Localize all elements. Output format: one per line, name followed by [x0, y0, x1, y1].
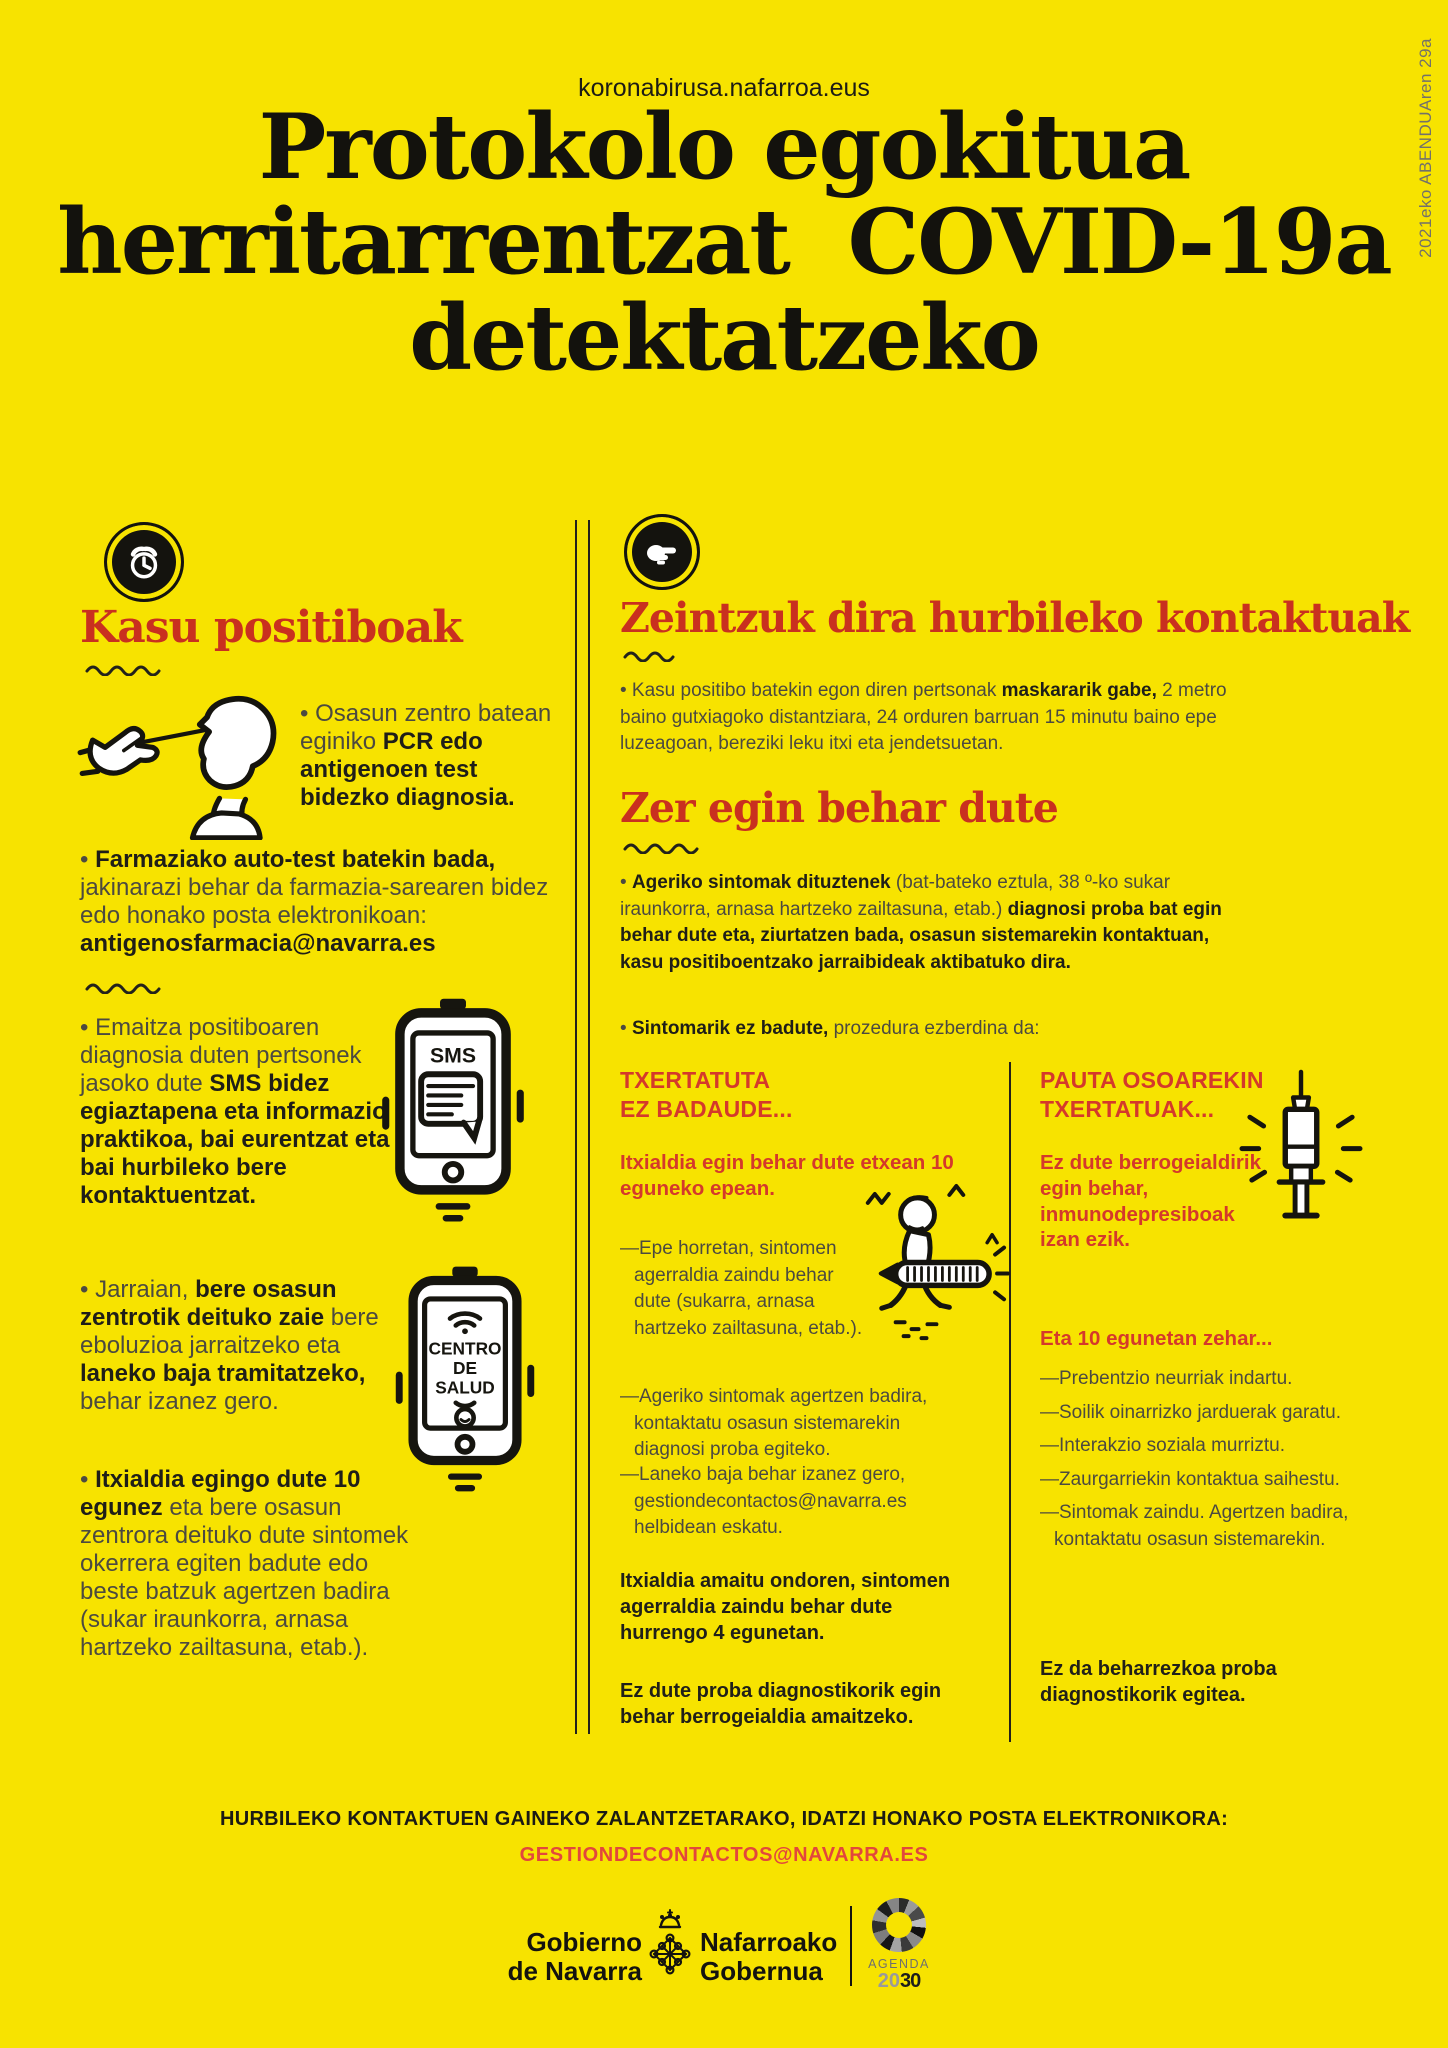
health-center-label-3: SALUD — [435, 1378, 495, 1398]
vaccinated-heading: PAUTA OSOAREKIN TXERTATUAK... — [1040, 1067, 1264, 1122]
syringe-illustration — [1239, 1069, 1363, 1219]
svg-text:CENTRO: CENTRO — [428, 1338, 501, 1358]
squiggle-divider — [85, 665, 161, 676]
vaccinated-items: —Prebentzio neurriak indartu. —Soilik oi… — [1040, 1366, 1378, 1561]
pointing-hand-icon — [624, 514, 700, 590]
footer-logo-divider — [850, 1906, 852, 1986]
unvaccinated-lead: Itxialdia egin behar dute etxean 10 egun… — [620, 1151, 954, 1200]
sms-phone-illustration: SMS — [382, 998, 524, 1222]
squiggle-divider — [623, 651, 675, 662]
contact-definition-bullet: • Kasu positibo batekin egon diren perts… — [620, 680, 1227, 755]
contacts-heading: Zeintzuk dira hurbileko kontaktuak — [620, 594, 1410, 642]
title-line-1: Protokolo egokitua — [258, 94, 1192, 200]
agenda-2030-logo: AGENDA 2030 — [866, 1898, 932, 1991]
title-line-2: herritarrentzat COVID-19a — [57, 189, 1392, 296]
unvaccinated-item-2: —Ageriko sintomak agertzen badira, konta… — [620, 1386, 928, 1461]
squiggle-divider — [85, 983, 161, 994]
footer-logos: Gobierno de Navarra — [494, 1894, 964, 2004]
unvaccinated-after-note-2: Ez dute proba diagnostikorik egin behar … — [620, 1680, 942, 1728]
no-symptoms-bullet: • Sintomarik ez badute, prozedura ezberd… — [620, 1018, 1040, 1039]
agenda-year: 2030 — [866, 1971, 932, 1991]
agenda-label: AGENDA — [868, 1957, 930, 1971]
symptoms-bullet: • Ageriko sintomak dituztenek (bat-batek… — [620, 872, 1222, 973]
vaccinated-after-note: Ez da beharrezkoa proba diagnostikorik e… — [1040, 1658, 1277, 1706]
isolation-bullet: • Itxialdia egingo dute 10 egunez eta be… — [80, 1466, 409, 1662]
vaccinated-during-heading: Eta 10 egunetan zehar... — [1040, 1327, 1273, 1350]
health-center-phone-illustration: CENTRO DE SALUD — [395, 1266, 535, 1492]
diagnosis-bullet: • Osasun zentro batean eginiko PCR edo a… — [300, 700, 552, 812]
gobierno-de-navarra-label: Gobierno de Navarra — [507, 1927, 642, 1986]
svg-text:DE: DE — [453, 1358, 477, 1378]
subcolumn-divider — [1009, 1062, 1011, 1742]
sms-bullet: • Emaitza positiboaren diagnosia duten p… — [80, 1014, 390, 1210]
svg-text:SALUD: SALUD — [435, 1378, 495, 1398]
agenda-2030-ring-icon — [872, 1898, 926, 1952]
followup-bullet: • Jarraian, bere osasun zentrotik deituk… — [80, 1276, 379, 1416]
unvaccinated-heading: TXERTATUTA EZ BADAUDE... — [620, 1067, 793, 1122]
nasal-swab-illustration — [77, 695, 277, 840]
edition-date: 2021eko ABENDUAren 29a — [1416, 38, 1435, 258]
agenda-year-dark: 30 — [900, 1970, 921, 1992]
vaccinated-lead: Ez dute berrogeialdirik egin behar, inmu… — [1040, 1151, 1261, 1252]
unvaccinated-item-3: —Laneko baja behar izanez gero, gestiond… — [620, 1464, 907, 1539]
nafarroako-gobernua-label: Nafarroako Gobernua — [700, 1927, 838, 1986]
squiggle-divider — [623, 843, 699, 854]
page-title: Protokolo egokitua herritarrentzat COVID… — [0, 94, 1448, 391]
unvaccinated-after-note-1: Itxialdia amaitu ondoren, sintomen agerr… — [620, 1570, 951, 1644]
vaccinated-item-1: —Prebentzio neurriak indartu. — [1040, 1368, 1293, 1389]
vaccinated-item-3: —Interakzio soziala murriztu. — [1040, 1435, 1285, 1457]
health-center-label-1: CENTRO — [428, 1338, 501, 1358]
health-center-label-2: DE — [453, 1358, 477, 1378]
title-line-3: detektatzeko — [409, 284, 1041, 391]
alarm-clock-icon — [104, 522, 184, 602]
unvaccinated-item-1: —Epe horretan, sintomen agerraldia zaind… — [620, 1238, 863, 1339]
site-url: koronabirusa.nafarroa.eus — [578, 74, 870, 102]
positives-heading: Kasu positiboak — [80, 602, 463, 653]
agenda-year-light: 20 — [877, 1970, 900, 1992]
what-to-do-heading: Zer egin behar dute — [620, 784, 1059, 832]
person-thermometer-illustration — [865, 1183, 1011, 1341]
vaccinated-item-2: —Soilik oinarrizko jarduerak garatu. — [1040, 1401, 1341, 1423]
pharmacy-bullet: • Farmaziako auto-test batekin bada, jak… — [80, 846, 549, 958]
column-divider — [575, 520, 590, 1734]
sms-phone-label: SMS — [430, 1043, 476, 1067]
footer-note: HURBILEKO KONTAKTUEN GAINEKO ZALANTZETAR… — [219, 1808, 1229, 1830]
vaccinated-item-4: —Zaurgarriekin kontaktua saihestu. — [1040, 1468, 1340, 1490]
footer-email: GESTIONDECONTACTOS@NAVARRA.ES — [519, 1844, 929, 1866]
vaccinated-item-5: —Sintomak zaindu. Agertzen badira, konta… — [1040, 1502, 1349, 1550]
navarra-emblem-icon — [649, 1909, 691, 1975]
